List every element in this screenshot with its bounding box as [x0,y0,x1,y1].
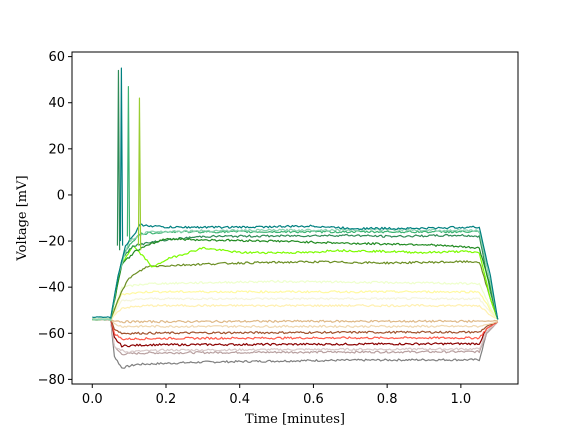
x-tick-label: 0.4 [229,392,250,407]
x-axis-label: Time [minutes] [245,412,345,427]
series-line-9 [92,297,499,321]
y-tick-label: 0 [57,188,65,203]
series-line-18 [92,223,499,320]
series-line-6 [92,318,498,328]
y-tick-label: −20 [38,235,65,250]
y-axis-label: Voltage [mV] [15,175,30,261]
x-tick-label: 0.0 [82,392,103,407]
series-line-0 [92,318,499,369]
y-tick-label: 20 [48,142,65,157]
action-potential-spike-0 [116,69,121,251]
series-line-12 [92,260,499,321]
series-line-13 [92,245,499,321]
y-tick-label: 40 [48,96,65,111]
action-potential-spike-1 [119,67,124,246]
series-line-5 [92,318,498,335]
plot-area [71,51,519,385]
axes-frame [71,51,519,385]
x-axis-ticks: 0.0 0.2 0.4 0.6 0.8 1.0 [82,384,471,407]
series-line-15 [92,237,499,322]
action-potential-spike-2 [126,85,131,242]
y-tick-label: −80 [38,373,65,388]
series-line-17 [92,227,499,321]
y-axis-ticks: −80 −60 −40 −20 0 20 40 60 [38,50,72,388]
series-line-11 [92,279,499,321]
y-tick-label: −60 [38,327,65,342]
y-tick-label: 60 [48,50,65,65]
series-group [92,67,499,369]
series-line-8 [92,303,499,321]
series-line-10 [92,290,499,321]
series-line-7 [92,318,498,324]
series-line-2 [92,318,499,354]
x-tick-label: 0.8 [377,392,398,407]
action-potential-spike-3 [137,97,142,251]
series-line-3 [92,318,499,348]
y-tick-label: −40 [38,281,65,296]
x-tick-label: 0.2 [156,392,177,407]
series-line-1 [92,318,499,356]
series-line-4 [92,318,499,341]
series-line-16 [92,230,499,321]
x-tick-label: 1.0 [451,392,472,407]
x-tick-label: 0.6 [303,392,324,407]
